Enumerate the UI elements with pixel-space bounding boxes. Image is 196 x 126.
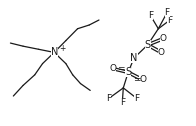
Text: S: S [125,67,131,77]
Text: N: N [51,47,58,57]
Text: O: O [158,48,165,57]
Text: O: O [160,34,167,43]
Text: =: = [133,75,141,84]
Text: F: F [106,94,111,103]
Text: F: F [164,8,170,17]
Text: =: = [117,64,125,73]
Text: N: N [130,53,138,63]
Text: +: + [59,44,66,53]
Text: O: O [139,75,146,84]
Text: S: S [145,40,151,50]
Text: F: F [120,98,125,107]
Text: F: F [167,15,172,25]
Text: O: O [109,64,116,73]
Text: F: F [134,94,140,103]
Text: F: F [148,11,153,20]
